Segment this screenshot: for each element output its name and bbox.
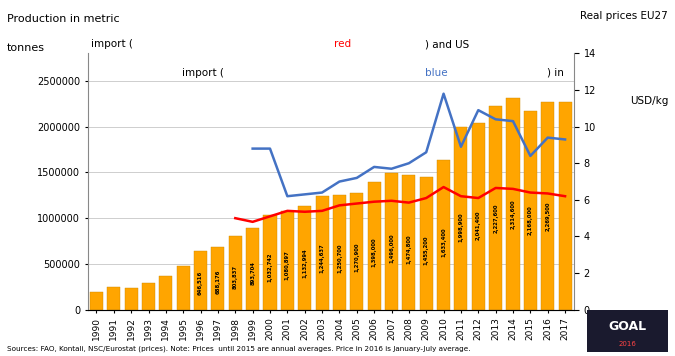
Text: Sources: FAO, Kontali, NSC/Eurostat (prices). Note: Prices  until 2015 are annua: Sources: FAO, Kontali, NSC/Eurostat (pri… — [7, 346, 470, 352]
Text: Production in metric: Production in metric — [7, 14, 119, 24]
Text: 803,837: 803,837 — [233, 265, 238, 289]
Text: 2,314,600: 2,314,600 — [510, 200, 516, 229]
Text: 1,398,000: 1,398,000 — [372, 237, 377, 267]
Text: 2016: 2016 — [619, 341, 637, 347]
Text: import (: import ( — [182, 68, 224, 78]
Bar — [107, 287, 120, 310]
Bar — [298, 206, 311, 310]
Bar — [506, 98, 520, 310]
Text: 1,032,742: 1,032,742 — [267, 252, 273, 282]
Text: 1,455,200: 1,455,200 — [424, 235, 429, 265]
Bar — [420, 177, 433, 310]
Bar — [524, 111, 537, 310]
Bar — [489, 106, 502, 310]
Bar — [142, 283, 155, 310]
Bar — [385, 173, 398, 310]
Bar — [90, 292, 103, 310]
Bar — [211, 247, 224, 310]
Bar — [333, 195, 346, 310]
Text: 1,244,637: 1,244,637 — [319, 244, 325, 273]
Bar — [246, 228, 259, 310]
Bar — [541, 102, 554, 310]
Text: 2,227,600: 2,227,600 — [493, 203, 498, 233]
Text: 1,474,800: 1,474,800 — [406, 234, 411, 264]
Text: 2,041,400: 2,041,400 — [476, 211, 481, 240]
Bar — [559, 102, 572, 310]
Text: blue: blue — [425, 68, 448, 78]
Text: 1,633,400: 1,633,400 — [441, 227, 446, 257]
Text: import (: import ( — [91, 39, 133, 49]
Bar — [437, 160, 450, 310]
Text: 1,132,994: 1,132,994 — [302, 248, 307, 278]
Text: 2,269,500: 2,269,500 — [545, 201, 550, 231]
Bar — [368, 182, 381, 310]
Bar — [454, 127, 467, 310]
Text: GOAL: GOAL — [609, 320, 647, 333]
Bar — [472, 123, 485, 310]
Bar — [402, 175, 415, 310]
Text: USD/kg: USD/kg — [630, 96, 668, 106]
Text: tonnes: tonnes — [7, 43, 45, 53]
Text: 1,250,700: 1,250,700 — [337, 244, 342, 273]
Bar — [194, 251, 207, 310]
Text: 2,168,000: 2,168,000 — [528, 205, 533, 235]
Text: ) in: ) in — [547, 68, 564, 78]
Bar — [229, 236, 242, 310]
Text: 688,176: 688,176 — [215, 269, 221, 294]
Bar — [315, 196, 329, 310]
Text: 1,080,897: 1,080,897 — [285, 250, 290, 280]
Bar — [159, 276, 172, 310]
Text: red: red — [334, 39, 351, 49]
Bar — [281, 211, 294, 310]
Bar — [177, 266, 190, 310]
Text: 1,998,900: 1,998,900 — [458, 213, 464, 242]
Text: 893,704: 893,704 — [250, 261, 255, 285]
Text: 1,270,900: 1,270,900 — [354, 243, 359, 272]
Bar — [350, 193, 363, 310]
Text: ) and US: ) and US — [425, 39, 470, 49]
Text: 646,516: 646,516 — [198, 271, 203, 295]
Bar — [125, 288, 138, 310]
Bar — [263, 215, 277, 310]
Text: 1,496,000: 1,496,000 — [389, 233, 394, 263]
Text: Real prices EU27: Real prices EU27 — [580, 11, 668, 21]
